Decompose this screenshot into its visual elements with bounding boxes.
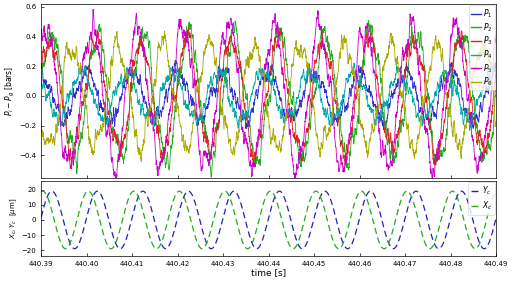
Y-axis label: $P_i-P_g$ [bars]: $P_i-P_g$ [bars] <box>4 65 16 116</box>
X-axis label: time [s]: time [s] <box>251 269 286 278</box>
Y-axis label: $X_c, Y_c$  [$\mu$m]: $X_c, Y_c$ [$\mu$m] <box>8 198 19 239</box>
Legend: $P_1$, $P_2$, $P_3$, $P_4$, $P_5$, $P_6$: $P_1$, $P_2$, $P_3$, $P_4$, $P_5$, $P_6$ <box>469 5 495 90</box>
Legend: $Y_c$, $X_c$: $Y_c$, $X_c$ <box>468 182 495 215</box>
